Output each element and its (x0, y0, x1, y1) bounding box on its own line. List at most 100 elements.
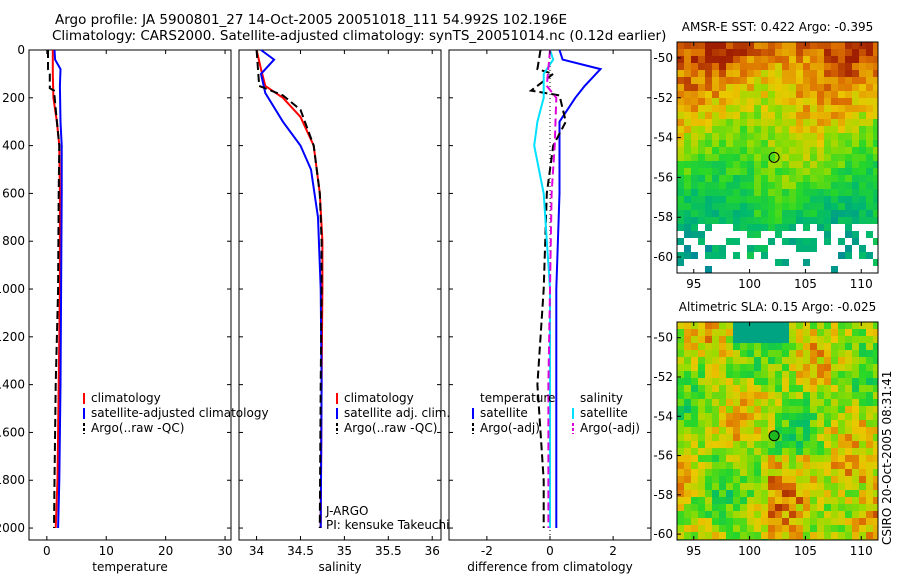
sla-map-cell (705, 427, 712, 434)
sst-map-cell (803, 238, 810, 245)
sst-map-cell (866, 112, 873, 119)
sla-map-cell (782, 343, 789, 350)
sla-map-cell (684, 462, 691, 469)
sla-map-cell (768, 532, 775, 539)
sla-map-cell (684, 448, 691, 455)
sst-map-cell (719, 168, 726, 175)
sla-map-cell (719, 532, 726, 539)
sla-map-cell (796, 504, 803, 511)
sla-map-cell (691, 511, 698, 518)
sst-map-cell (705, 224, 712, 231)
sla-map-cell (705, 329, 712, 336)
sst-map-cell (761, 133, 768, 140)
sla-map-cell (698, 504, 705, 511)
sst-map-cell (859, 161, 866, 168)
sla-map-cell (684, 434, 691, 441)
sst-map-cell (754, 126, 761, 133)
sla-map-cell (810, 497, 817, 504)
sst-map-cell (810, 154, 817, 161)
sst-map-field (677, 42, 878, 273)
sst-map-cell (733, 224, 740, 231)
sst-map-cell (845, 77, 852, 84)
sst-map-cell (691, 175, 698, 182)
sst-map-cell (803, 112, 810, 119)
sst-map-cell (817, 196, 824, 203)
sst-map-cell (817, 56, 824, 63)
sst-map-cell (754, 105, 761, 112)
sst-map-cell (838, 42, 845, 49)
sst-map-cell (719, 70, 726, 77)
sst-map-cell (852, 231, 859, 238)
sla-map-cell (733, 462, 740, 469)
sla-map-cell (803, 434, 810, 441)
sla-map-cell (726, 413, 733, 420)
sla-map-cell (866, 413, 873, 420)
temperature-ytick-label: 200 (2, 91, 25, 105)
sla-map-cell (852, 392, 859, 399)
sla-map-cell (712, 357, 719, 364)
sla-map-cell (852, 441, 859, 448)
sst-map-cell (740, 49, 747, 56)
sla-map-cell (873, 364, 878, 371)
sla-map-cell (677, 364, 684, 371)
sla-map-cell (775, 497, 782, 504)
sla-map-cell (754, 343, 761, 350)
sst-map-cell (719, 161, 726, 168)
sst-map-cell (712, 56, 719, 63)
sla-map-cell (817, 420, 824, 427)
sst-map-cell (845, 98, 852, 105)
sst-map-cell (677, 252, 684, 259)
sla-map-cell (803, 441, 810, 448)
sla-map-cell (789, 497, 796, 504)
sla-map-cell (803, 455, 810, 462)
sst-map-cell (838, 105, 845, 112)
sla-map-cell (698, 378, 705, 385)
sla-map-cell (719, 490, 726, 497)
sla-map-cell (859, 490, 866, 497)
sst-map-cell (831, 189, 838, 196)
sst-map-cell (873, 175, 878, 182)
sla-map-cell (705, 525, 712, 532)
sst-map-cell (845, 231, 852, 238)
sla-map-cell (866, 462, 873, 469)
sla-map-cell (810, 427, 817, 434)
sst-map-cell (761, 84, 768, 91)
sla-map-cell (761, 406, 768, 413)
sla-map-cell (719, 364, 726, 371)
temperature-legend-2-label: Argo(..raw -QC) (91, 421, 184, 435)
sst-map-cell (817, 77, 824, 84)
sla-map-cell (782, 518, 789, 525)
sst-map-cell (747, 98, 754, 105)
sla-map-cell (831, 483, 838, 490)
sla-map-cell (789, 420, 796, 427)
sst-map-cell (705, 266, 712, 273)
sst-map-cell (845, 112, 852, 119)
sst-map-cell (754, 49, 761, 56)
sst-map-cell (782, 140, 789, 147)
sla-map-cell (838, 455, 845, 462)
sst-map-cell (775, 231, 782, 238)
sla-map-cell (782, 504, 789, 511)
sla-map-cell (845, 469, 852, 476)
sst-map-cell (719, 49, 726, 56)
sla-map-cell (705, 462, 712, 469)
sst-map-cell (789, 203, 796, 210)
sla-map-cell (775, 469, 782, 476)
sla-map-cell (859, 448, 866, 455)
sla-map-cell (859, 441, 866, 448)
sst-map-cell (747, 217, 754, 224)
sla-map-cell (831, 455, 838, 462)
sla-map-cell (859, 469, 866, 476)
sla-map-cell (810, 434, 817, 441)
sla-map-cell (859, 525, 866, 532)
sla-map-cell (810, 490, 817, 497)
sst-map-cell (810, 70, 817, 77)
temperature-xlabel: temperature (92, 560, 167, 574)
sla-map-cell (677, 511, 684, 518)
sst-map-cell (677, 56, 684, 63)
sla-map-cell (754, 434, 761, 441)
sla-map-cell (712, 448, 719, 455)
sla-map-cell (845, 455, 852, 462)
sla-map-cell (768, 448, 775, 455)
sst-map-cell (873, 189, 878, 196)
